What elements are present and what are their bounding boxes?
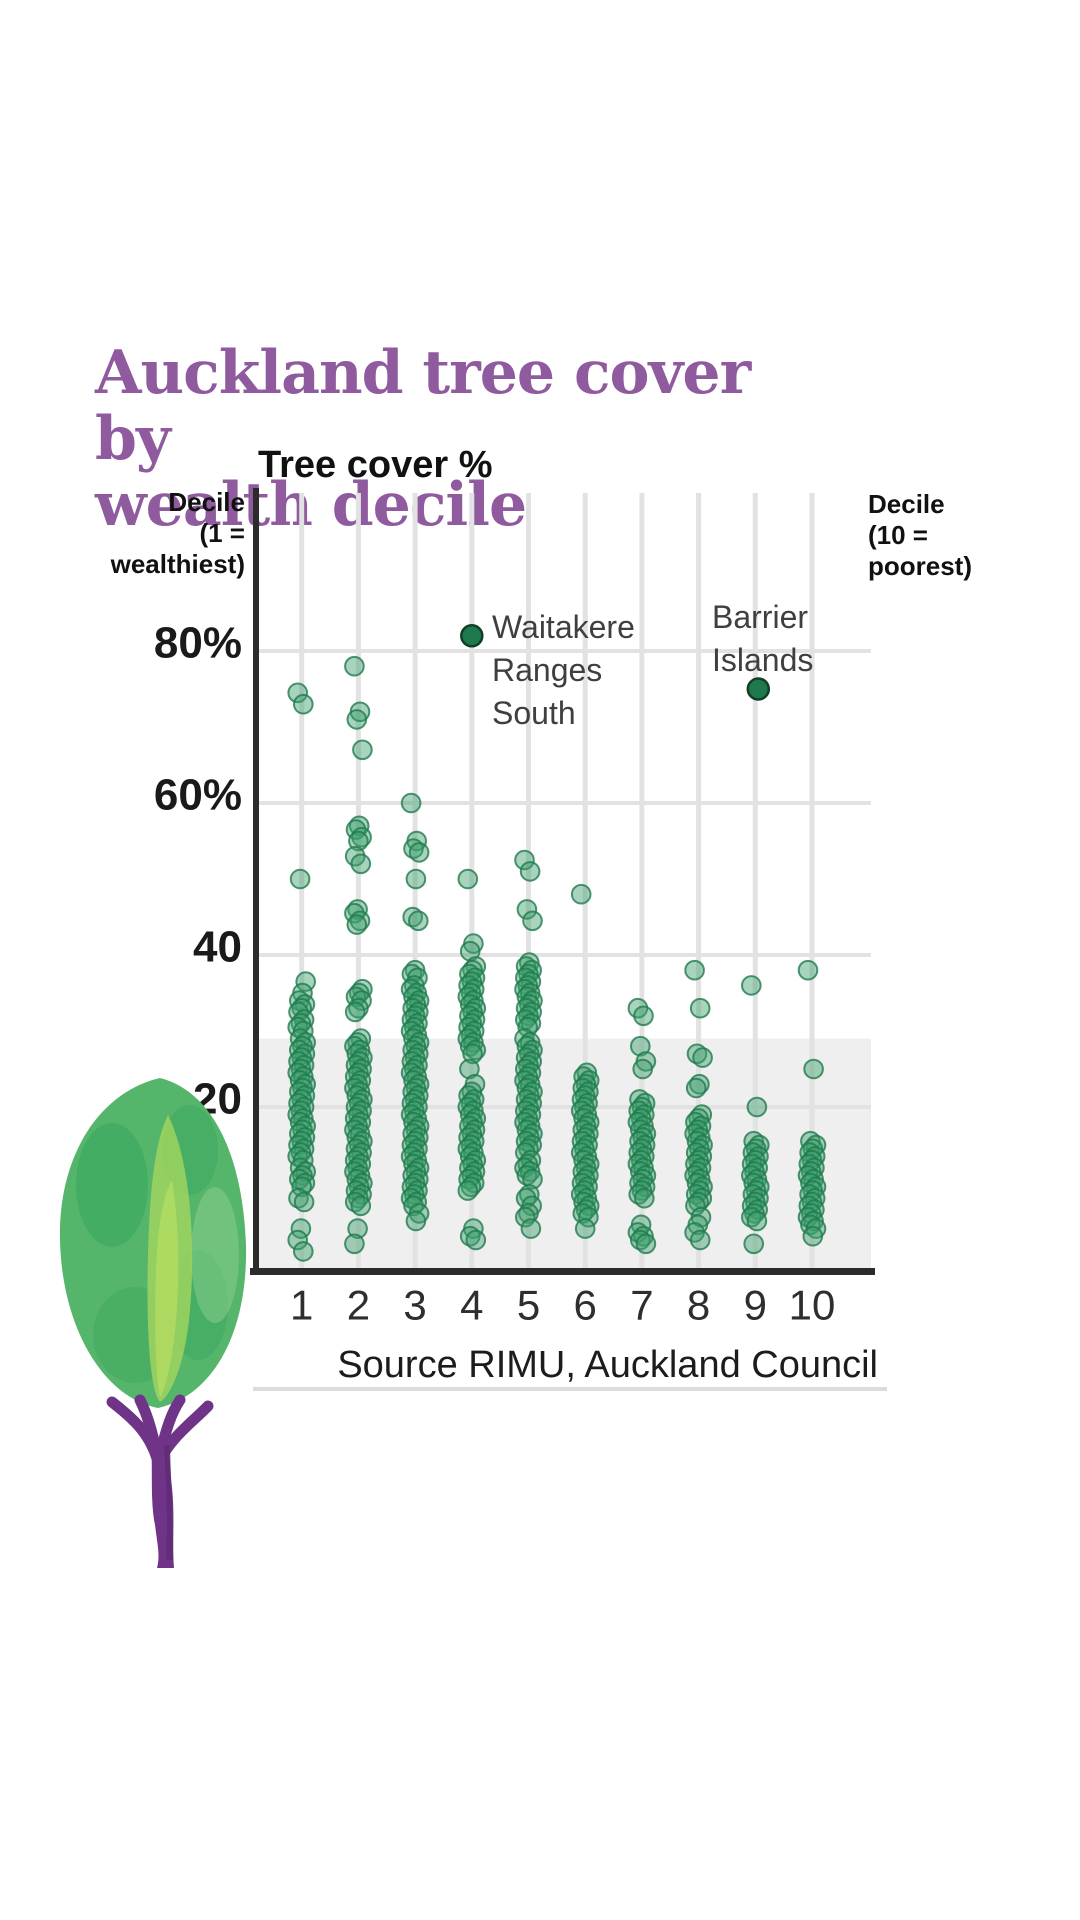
svg-text:60%: 60% <box>154 771 242 820</box>
tree-trunk-shadow <box>164 1445 173 1560</box>
svg-text:7: 7 <box>630 1282 653 1329</box>
right-axis-label-line-1: Decile <box>868 489 945 519</box>
right-axis-label-line-2: (10 = <box>868 520 928 550</box>
left-axis-label: Decile (1 = wealthiest) <box>60 487 245 580</box>
tree-crown <box>59 1078 247 1408</box>
annotation-line: South <box>492 695 576 731</box>
page-title-line-2: wealth decile <box>95 470 527 541</box>
svg-text:10: 10 <box>789 1282 836 1329</box>
right-axis-label-line-3: poorest) <box>868 551 972 581</box>
annotation-line: Barrier <box>712 599 809 635</box>
svg-text:4: 4 <box>460 1282 483 1329</box>
svg-text:3: 3 <box>403 1282 426 1329</box>
svg-text:80%: 80% <box>154 619 242 668</box>
annotation-barrier-islands: Barrier Islands <box>712 596 813 682</box>
y-axis-title: Tree cover % <box>258 444 493 486</box>
left-axis-label-line-2: (1 = <box>199 518 245 548</box>
left-axis-label-line-1: Decile <box>168 487 245 517</box>
svg-text:5: 5 <box>517 1282 540 1329</box>
svg-text:6: 6 <box>574 1282 597 1329</box>
svg-text:2: 2 <box>347 1282 370 1329</box>
annotation-line: Islands <box>712 642 814 678</box>
annotation-dots <box>460 624 771 701</box>
data-dots <box>287 655 827 1262</box>
x-tick-labels: 1 2 3 4 5 6 7 8 9 10 <box>290 1282 835 1329</box>
svg-text:1: 1 <box>290 1282 313 1329</box>
annotation-line: Waitakere <box>492 609 635 645</box>
source-credit: Source RIMU, Auckland Council <box>337 1344 878 1386</box>
axis-lines <box>250 488 875 1275</box>
left-axis-label-line-3: wealthiest) <box>110 549 245 579</box>
annotation-line: Ranges <box>492 652 603 688</box>
annotation-waitakere-ranges-south: Waitakere Ranges South <box>492 606 635 735</box>
divider-line <box>253 1387 887 1391</box>
tree-illustration <box>59 1078 247 1568</box>
svg-text:40: 40 <box>193 923 242 972</box>
svg-text:9: 9 <box>744 1282 767 1329</box>
page-title: Auckland tree cover by wealth decile <box>95 340 795 538</box>
svg-text:8: 8 <box>687 1282 710 1329</box>
page-title-line-1: Auckland tree cover by <box>95 338 751 475</box>
right-axis-label: Decile (10 = poorest) <box>868 489 972 582</box>
